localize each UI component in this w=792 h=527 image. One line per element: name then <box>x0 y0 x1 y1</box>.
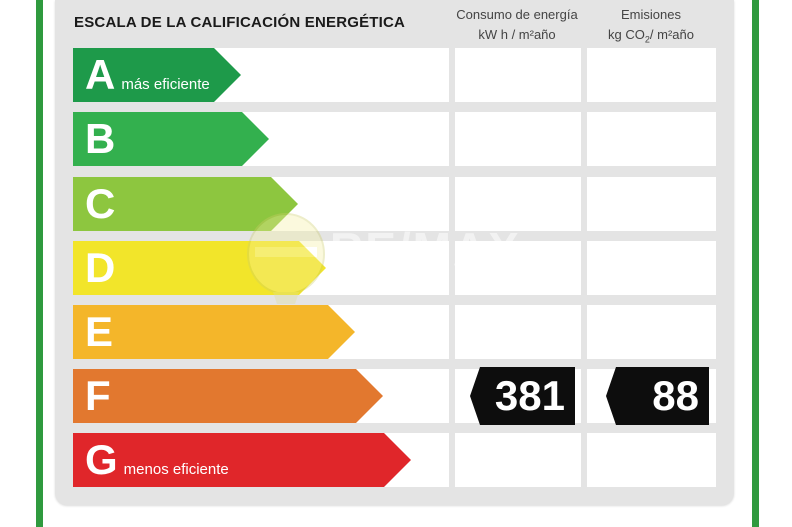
rating-letter: F <box>85 372 111 419</box>
rating-letter: G <box>85 436 118 483</box>
energy-cell <box>455 177 581 231</box>
emissions-column-unit: kg CO2/ m²año <box>608 27 694 45</box>
page-title: ESCALA DE LA CALIFICACIÓN ENERGÉTICA <box>74 14 406 31</box>
emissions-cell <box>587 177 716 231</box>
balloon-watermark-icon <box>245 212 327 317</box>
emissions-column-header: Emisiones kg CO2/ m²año <box>584 5 718 50</box>
energy-column-title: Consumo de energía <box>456 7 578 22</box>
emissions-cell <box>587 112 716 166</box>
energy-cell <box>455 241 581 295</box>
energy-cell <box>455 48 581 102</box>
rating-arrow-b: B <box>73 112 269 166</box>
frame-left-border <box>36 0 43 527</box>
emissions-cell <box>587 48 716 102</box>
energy-cell <box>455 305 581 359</box>
emissions-column-title: Emisiones <box>621 7 681 22</box>
rating-letter: B <box>85 115 116 162</box>
rating-arrow-c: C <box>73 177 298 231</box>
energy-cell <box>455 433 581 487</box>
energy-column-unit: kW h / m²año <box>478 27 556 42</box>
rating-label: menos eficiente <box>123 460 229 478</box>
rating-arrow-f: F <box>73 369 383 423</box>
rating-arrow-d: D <box>73 241 326 295</box>
rating-arrow-e: E <box>73 305 355 359</box>
emissions-cell <box>587 305 716 359</box>
rating-label: más eficiente <box>121 75 210 93</box>
rating-letter: E <box>85 308 114 355</box>
rating-letter: A <box>85 51 116 98</box>
rating-letter: D <box>85 244 116 291</box>
frame-right-border <box>752 0 759 527</box>
energy-cell <box>455 112 581 166</box>
emissions-cell <box>587 241 716 295</box>
emissions-value-badge: 88 <box>606 367 709 425</box>
rating-letter: C <box>85 180 116 227</box>
energy-value-badge: 381 <box>470 367 575 425</box>
emissions-cell <box>587 433 716 487</box>
energy-column-header: Consumo de energía kW h / m²año <box>450 5 584 45</box>
remax-watermark-text: RE/MAX <box>330 223 521 275</box>
